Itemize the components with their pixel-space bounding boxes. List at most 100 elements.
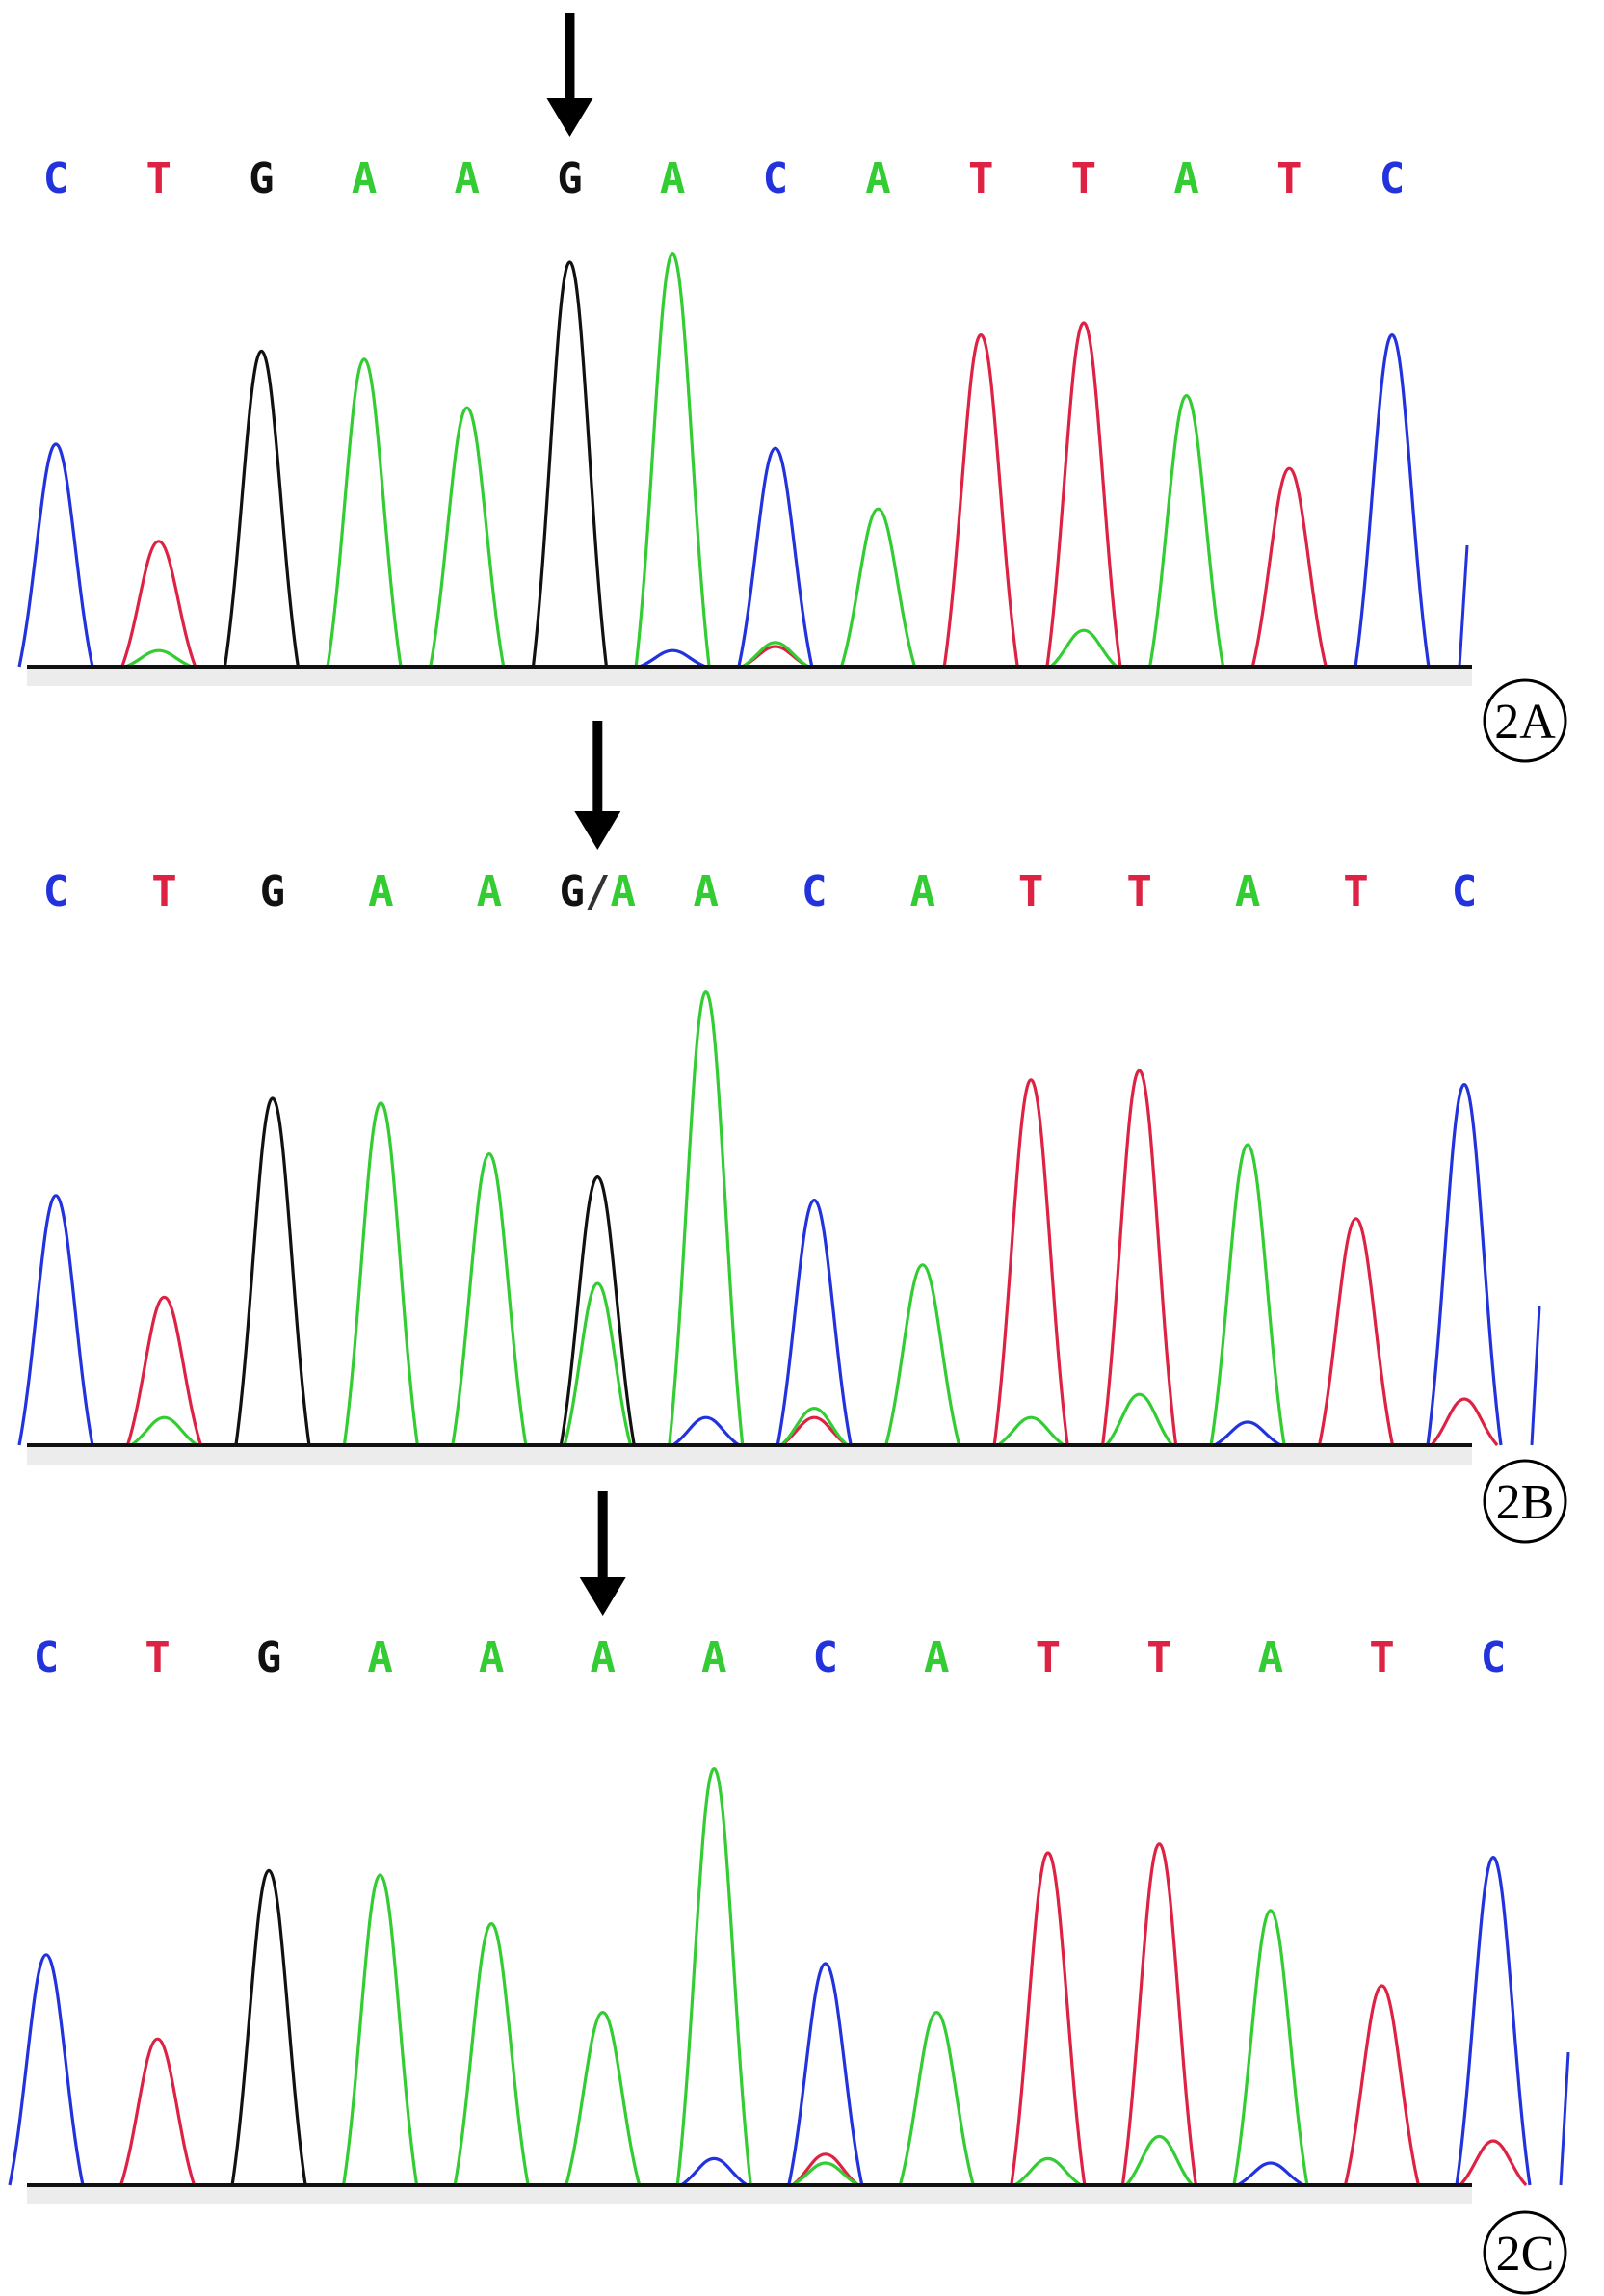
trace-peak	[451, 1152, 528, 1446]
trace-peak	[223, 349, 300, 668]
base-call-letter: A	[865, 154, 891, 203]
trace-peak	[1426, 1083, 1503, 1446]
trace-peak	[234, 1096, 311, 1446]
trace-minor-peak	[741, 645, 809, 669]
trace-peak	[531, 260, 609, 668]
trace-minor-peak	[1214, 1420, 1282, 1447]
trace-peak	[1045, 321, 1122, 668]
base-call-letter: T	[151, 867, 177, 916]
trace-minor-peak	[680, 2156, 749, 2187]
base-call-letter: A	[479, 1633, 505, 1682]
trace-peak	[668, 990, 745, 1446]
base-call-letter: A	[455, 154, 481, 203]
trace-minor-peak	[124, 648, 193, 669]
trace-peak	[776, 1199, 853, 1446]
base-call-letter: G	[249, 154, 275, 203]
base-call-letter: A	[909, 867, 935, 916]
panel-label-circle	[1483, 1459, 1567, 1544]
trace-minor-peak	[1124, 2134, 1194, 2187]
baseline-shadow	[27, 2185, 1472, 2204]
base-call-letter: G	[557, 154, 583, 203]
baseline-shadow	[27, 667, 1472, 686]
base-call-letter: A	[1235, 867, 1261, 916]
trace-peak	[1317, 1217, 1395, 1446]
base-call-letter: T	[1036, 1633, 1062, 1682]
base-call-letter: A	[694, 867, 720, 916]
trace-minor-peak	[791, 2161, 859, 2187]
variant-arrow-head	[579, 1577, 626, 1616]
trace-peak	[342, 1101, 419, 1446]
trace-minor-peak	[1105, 1392, 1174, 1447]
base-call-letter: A	[367, 1633, 393, 1682]
trace-peak	[1250, 466, 1328, 668]
base-call-letter: C	[1452, 867, 1478, 916]
base-call-letter: T	[1126, 867, 1152, 916]
base-call-letter: A	[1173, 154, 1199, 203]
trace-minor-peak	[1013, 2156, 1082, 2187]
base-call-letter: C	[802, 867, 828, 916]
trace-peak	[634, 252, 711, 668]
trace-peak	[884, 1263, 961, 1446]
base-call-letter: A	[924, 1633, 950, 1682]
trace-peak	[992, 1078, 1069, 1446]
base-call-letter: T	[1343, 867, 1369, 916]
trace-peak	[17, 442, 94, 668]
trace-peak	[429, 406, 506, 668]
trace-minor-peak	[780, 1415, 849, 1447]
base-call-letter: A	[590, 1633, 616, 1682]
trace-peak	[1232, 1909, 1309, 2186]
trace-peak	[1343, 1984, 1421, 2186]
trace-minor-peak	[741, 641, 809, 669]
base-call-letter: C	[1481, 1633, 1507, 1682]
trace-peak	[326, 357, 403, 668]
trace-peak	[1209, 1143, 1286, 1446]
trace-minor-peak	[997, 1415, 1065, 1447]
trace-peak	[119, 2037, 197, 2186]
trace-peak	[559, 1175, 636, 1446]
base-call-letter: T	[1146, 1633, 1172, 1682]
trace-minor-peak	[1430, 1397, 1499, 1447]
trace-peak	[230, 1868, 307, 2186]
variant-arrow-head	[574, 811, 621, 850]
base-call-letter: T	[145, 154, 171, 203]
trace-minor-peak	[779, 1407, 849, 1447]
base-call-letter: A	[352, 154, 378, 203]
trace-peak	[1101, 1069, 1178, 1446]
trace-peak	[17, 1194, 94, 1446]
trace-minor-peak	[130, 1415, 198, 1447]
trace-peak	[1120, 1842, 1197, 2186]
trace-peak	[8, 1953, 85, 2186]
trace-peak	[898, 2011, 975, 2186]
trace-peak	[453, 1922, 530, 2186]
trace-peak	[1455, 1856, 1532, 2186]
trace-peak	[1148, 394, 1225, 668]
trace-minor-peak	[1236, 2161, 1304, 2187]
trace-peak	[1010, 1851, 1087, 2186]
trace-edge	[1458, 544, 1469, 668]
base-call-letter: T	[1369, 1633, 1395, 1682]
panel-label-circle	[1483, 2210, 1567, 2295]
baseline-shadow	[27, 1445, 1472, 1465]
base-call-letter: C	[763, 154, 789, 203]
trace-minor-peak	[639, 648, 706, 669]
base-call-letter: A	[1258, 1633, 1284, 1682]
trace-peak	[787, 1962, 864, 2186]
trace-minor-peak	[791, 2152, 859, 2187]
trace-minor-peak	[1459, 2139, 1528, 2187]
base-call-letter: C	[43, 154, 69, 203]
base-call-letter: G	[256, 1633, 282, 1682]
base-call-letter: T	[1276, 154, 1302, 203]
base-call-letter: C	[1380, 154, 1406, 203]
base-call-heterozygous: G/A	[560, 867, 637, 916]
trace-minor-peak	[1049, 628, 1118, 669]
chromatogram-panel-2c: C T G A A A A C A T T A T C 2C	[8, 1491, 1570, 2295]
base-call-letter: G	[260, 867, 286, 916]
trace-peak	[1354, 333, 1431, 668]
base-call-letter: C	[813, 1633, 839, 1682]
trace-edge	[1559, 2051, 1570, 2186]
chromatogram-panel-2b: C T G A A G/A A C A T T A T C 2B	[17, 721, 1567, 1544]
panel-label: 2B	[1496, 1475, 1555, 1530]
base-call-letter: A	[660, 154, 686, 203]
base-call-letter: T	[1018, 867, 1044, 916]
